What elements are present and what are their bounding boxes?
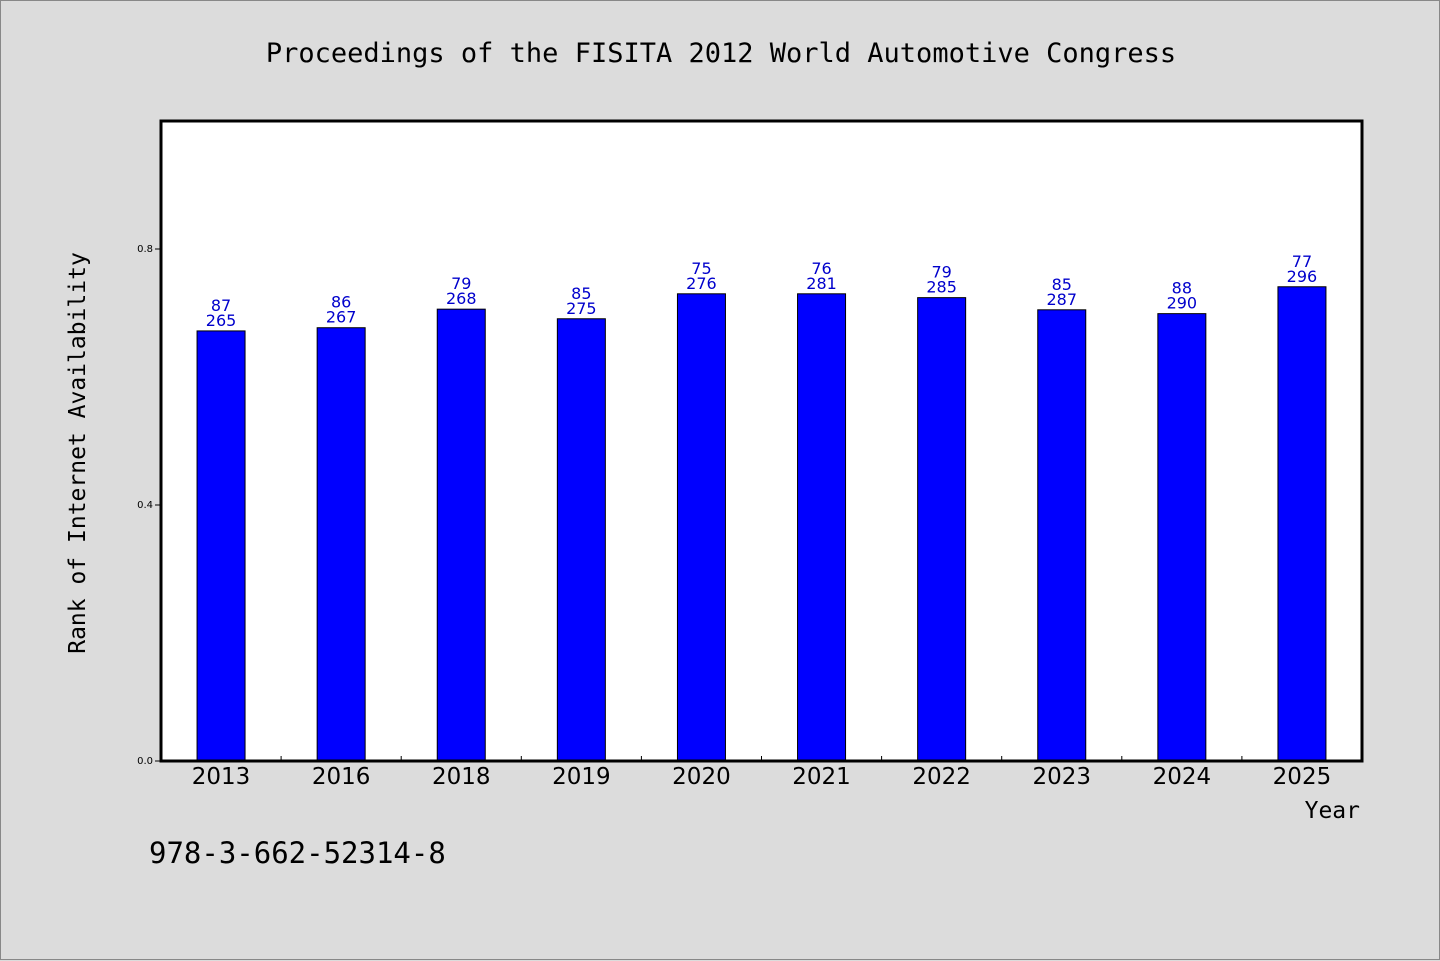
x-tick-label: 2022 [912, 764, 971, 790]
x-tick-label: 2024 [1153, 764, 1212, 790]
bar-2016 [316, 327, 366, 762]
isbn-footer: 978-3-662-52314-8 [149, 836, 446, 870]
x-tick-label: 2025 [1273, 764, 1332, 790]
y-tick-label: 0.8 [137, 244, 153, 255]
data-label-top: 77 [1292, 252, 1312, 271]
bars [196, 286, 1327, 762]
x-tick-label: 2013 [192, 764, 251, 790]
data-label-top: 76 [811, 259, 831, 278]
x-axis: 2013 2016 2018 2019 2020 2021 2022 2023 2024 2025 [192, 756, 1331, 790]
bar-2018 [436, 308, 486, 762]
x-tick-label: 2018 [432, 764, 491, 790]
data-label-top: 79 [931, 263, 951, 282]
bar-2020 [676, 293, 726, 762]
data-label-bottom: 276 [686, 274, 717, 293]
y-axis: 0.0 0.4 0.8 [137, 244, 161, 767]
x-tick-label: 2021 [792, 764, 851, 790]
x-tick-label: 2023 [1032, 764, 1091, 790]
data-label-bottom: 265 [206, 311, 237, 330]
bar-2021 [797, 293, 847, 762]
data-label-bottom: 296 [1287, 267, 1318, 286]
x-tick-label: 2016 [312, 764, 371, 790]
bar-2022 [917, 297, 967, 762]
data-label-top: 85 [1052, 275, 1072, 294]
data-label-bottom: 290 [1167, 294, 1198, 313]
data-label-top: 75 [691, 259, 711, 278]
data-label-top: 79 [451, 274, 471, 293]
bar-2025 [1277, 286, 1327, 762]
bar-2013 [196, 330, 246, 762]
x-axis-label: Year [1305, 798, 1360, 824]
data-label-bottom: 281 [806, 274, 837, 293]
x-tick-label: 2019 [552, 764, 611, 790]
bar-2024 [1157, 313, 1207, 762]
data-label-bottom: 267 [326, 308, 357, 327]
data-label-top: 85 [571, 284, 591, 303]
bar-2019 [556, 318, 606, 762]
data-label-bottom: 285 [926, 278, 957, 297]
data-label-bottom: 275 [566, 299, 597, 318]
data-label-top: 86 [331, 293, 351, 312]
x-tick-label: 2020 [672, 764, 731, 790]
y-tick-label: 0.0 [137, 756, 153, 767]
data-label-top: 87 [211, 296, 231, 315]
bar-2023 [1037, 309, 1087, 762]
plot-frame [159, 119, 1364, 763]
data-label-bottom: 268 [446, 289, 477, 308]
data-label-bottom: 287 [1046, 290, 1077, 309]
chart-title: Proceedings of the FISITA 2012 World Aut… [266, 38, 1176, 69]
y-axis-label: Rank of Internet Availability [65, 252, 91, 654]
y-tick-label: 0.4 [137, 500, 153, 511]
data-label-top: 88 [1172, 279, 1192, 298]
